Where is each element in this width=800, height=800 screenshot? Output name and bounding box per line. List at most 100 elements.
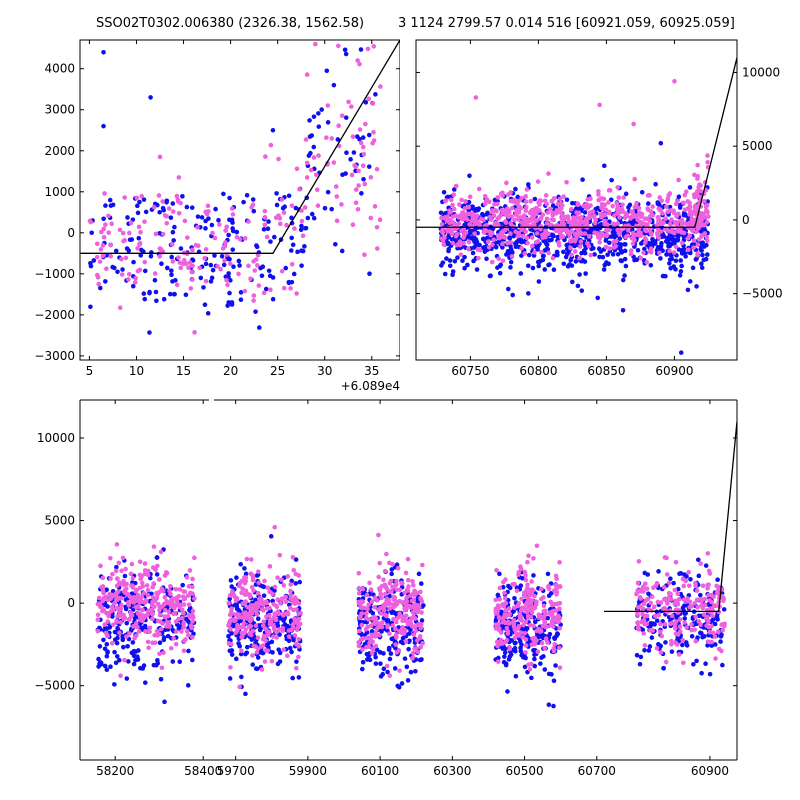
data-point-band-2: [349, 172, 355, 178]
data-point-band-2: [254, 612, 260, 617]
data-point-band-2: [413, 628, 419, 634]
data-point-band-2: [124, 581, 129, 587]
data-point-band-2: [251, 588, 256, 593]
data-point-band-1: [487, 273, 493, 279]
data-point-band-2: [395, 615, 401, 620]
data-point-band-2: [674, 642, 680, 647]
data-point-band-2: [687, 599, 693, 605]
data-point-band-2: [695, 605, 700, 610]
data-point-band-1: [291, 271, 297, 277]
data-point-band-2: [649, 608, 654, 613]
data-point-band-2: [539, 586, 544, 592]
x-offset-label: +6.089e4: [341, 379, 400, 393]
data-point-band-1: [387, 656, 393, 662]
data-point-band-2: [116, 613, 122, 618]
data-point-band-2: [109, 604, 115, 610]
data-point-band-1: [263, 286, 269, 292]
data-point-band-2: [374, 224, 380, 230]
data-point-band-2: [363, 615, 369, 621]
data-point-band-2: [550, 602, 555, 608]
data-point-band-2: [405, 556, 411, 562]
data-point-band-2: [579, 215, 584, 220]
data-point-band-1: [102, 602, 108, 608]
data-point-band-1: [112, 682, 117, 687]
data-point-band-1: [600, 254, 606, 260]
data-point-band-2: [277, 552, 283, 558]
y-tick-label: 10000: [742, 65, 780, 79]
data-point-band-1: [715, 577, 720, 583]
data-point-band-1: [236, 608, 242, 613]
data-point-band-2: [595, 231, 600, 237]
data-point-band-1: [676, 194, 682, 200]
y-tick-label: 4000: [44, 62, 75, 76]
data-point-band-1: [648, 262, 654, 268]
data-point-band-2: [617, 215, 622, 220]
data-point-band-2: [382, 607, 387, 613]
data-point-band-2: [588, 203, 593, 208]
data-point-band-2: [610, 203, 616, 209]
data-point-band-2: [126, 277, 131, 282]
data-point-band-1: [389, 636, 395, 642]
data-point-band-2: [291, 607, 296, 613]
data-point-band-1: [505, 249, 511, 254]
data-point-band-2: [605, 222, 610, 227]
data-point-band-2: [487, 214, 493, 220]
data-point-band-1: [157, 209, 162, 215]
data-point-band-2: [273, 617, 279, 623]
data-point-band-2: [525, 582, 530, 588]
data-point-band-2: [402, 607, 408, 613]
data-point-band-2: [590, 209, 596, 214]
data-point-band-2: [376, 574, 381, 580]
data-point-band-2: [648, 230, 653, 235]
data-point-band-2: [642, 227, 648, 233]
data-point-band-2: [230, 589, 235, 594]
data-point-band-2: [558, 200, 564, 206]
data-point-band-2: [237, 236, 243, 242]
data-point-band-2: [441, 242, 447, 247]
data-point-band-2: [157, 619, 163, 624]
x-tick-label: 35: [364, 364, 379, 378]
data-point-band-1: [413, 668, 418, 674]
data-point-band-2: [409, 616, 414, 621]
data-point-band-2: [114, 542, 120, 547]
data-point-band-2: [554, 591, 559, 597]
data-point-band-2: [699, 597, 704, 603]
data-point-band-2: [528, 587, 533, 593]
data-point-band-1: [226, 633, 231, 639]
data-point-band-2: [246, 263, 251, 269]
x-tick-label: 59700: [217, 764, 255, 778]
data-point-band-2: [721, 623, 727, 629]
data-point-band-1: [703, 563, 709, 568]
data-point-band-1: [201, 285, 206, 290]
data-point-band-2: [114, 596, 120, 602]
data-point-band-1: [135, 203, 140, 209]
data-point-band-2: [94, 254, 100, 260]
data-point-band-2: [548, 222, 553, 228]
data-point-band-1: [154, 572, 160, 577]
data-point-band-2: [573, 236, 578, 242]
data-point-band-2: [617, 232, 623, 237]
data-point-band-1: [236, 258, 242, 264]
data-point-band-2: [261, 619, 267, 624]
data-point-band-1: [460, 258, 465, 264]
data-point-band-2: [173, 641, 179, 647]
data-point-band-1: [290, 242, 296, 248]
data-point-band-2: [152, 271, 158, 276]
data-point-band-2: [516, 623, 522, 629]
data-point-band-1: [277, 632, 282, 637]
data-point-band-1: [656, 569, 661, 574]
data-point-band-1: [689, 634, 695, 639]
data-point-band-2: [545, 640, 550, 645]
data-point-band-2: [249, 616, 255, 622]
data-point-band-1: [721, 607, 727, 612]
data-point-band-1: [305, 215, 311, 221]
data-point-band-2: [588, 252, 594, 258]
data-point-band-2: [273, 215, 279, 220]
data-point-band-1: [475, 207, 481, 213]
data-point-band-1: [525, 263, 531, 269]
data-point-band-1: [358, 47, 364, 52]
data-point-band-2: [459, 197, 464, 203]
data-point-band-2: [127, 616, 132, 622]
data-point-band-2: [697, 194, 702, 200]
data-point-band-2: [669, 638, 674, 644]
